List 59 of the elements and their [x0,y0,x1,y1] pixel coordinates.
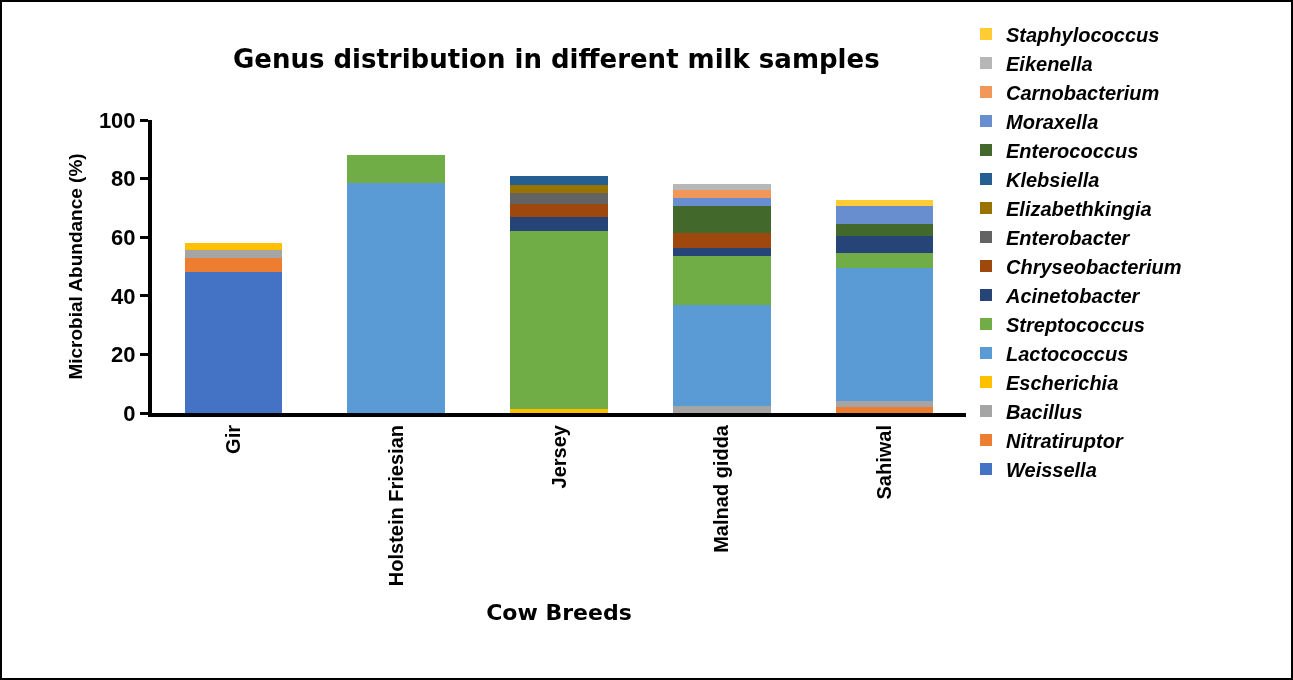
y-tick-label: 0 [123,400,136,426]
bar [510,176,608,186]
bar [510,408,608,413]
bar [510,216,608,231]
y-tick-label: 80 [111,166,136,192]
bar [184,243,283,251]
bar [672,233,771,249]
bar [835,223,934,237]
legend-label: Moraxella [1006,110,1099,133]
y-tick-label: 40 [111,283,136,309]
legend-label: Escherichia [1006,371,1119,394]
bar [672,189,771,198]
legend-label: Chryseobacterium [1006,255,1182,278]
legend-label: Weissella [1006,458,1097,481]
legend-label: Carnobacterium [1006,81,1160,104]
bar [835,236,934,254]
bar [510,185,608,193]
bar [510,203,608,217]
x-tick-label: Holstein Friesian [384,425,407,587]
x-axis-title: Cow Breeds [486,599,632,625]
bar [672,184,771,190]
bar [347,154,446,183]
bar [835,199,934,206]
bar [672,197,771,206]
bar [672,304,771,406]
legend-label: Klebsiella [1006,168,1100,191]
chart-title: Genus distribution in different milk samples [232,43,880,74]
x-tick-label: Jersey [547,424,570,489]
bar [835,267,934,401]
bar [184,250,283,258]
bar [347,182,446,413]
legend-label: Staphylococcus [1006,23,1160,46]
bar [672,405,771,413]
legend-label: Nitratiruptor [1006,429,1124,452]
x-tick-label: Sahiwal [873,425,896,500]
y-tick-label: 100 [98,107,136,133]
legend-label: Enterobacter [1006,226,1131,249]
legend-label: Enterococcus [1006,139,1139,162]
bar [184,257,283,273]
bar [510,230,608,409]
legend-label: Bacillus [1006,400,1083,423]
bar [835,253,934,268]
bar [835,205,934,224]
legend-label: Elizabethkingia [1006,197,1152,220]
legend-label: Lactococcus [1006,342,1129,365]
bar [510,192,608,204]
bar [672,255,771,305]
bar [184,272,283,413]
y-tick-label: 60 [111,224,136,250]
x-tick-label: Gir [221,424,244,454]
bar [835,407,934,413]
legend-label: Eikenella [1006,52,1093,75]
legend-label: Streptococcus [1006,313,1145,336]
legend-label: Acinetobacter [1005,284,1141,307]
y-axis-title: Microbial Abundance (%) [65,153,87,380]
x-tick-label: Malnad gidda [710,424,733,553]
y-tick-label: 20 [111,342,136,368]
bar [672,205,771,234]
bar [672,248,771,256]
